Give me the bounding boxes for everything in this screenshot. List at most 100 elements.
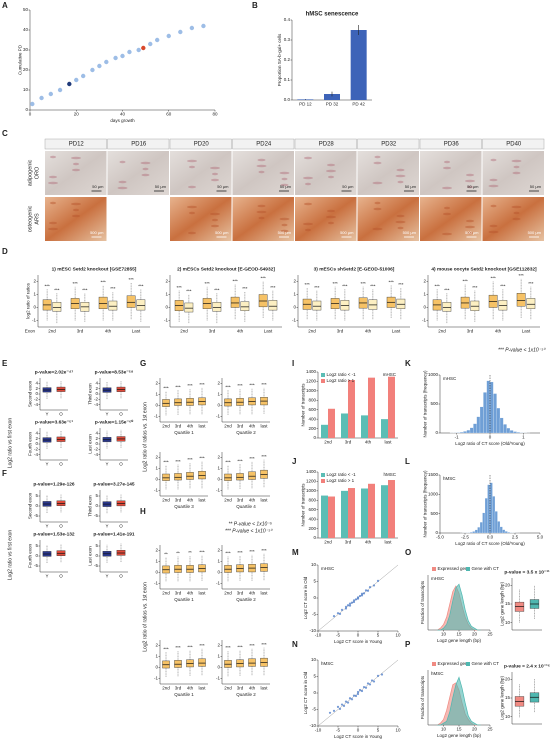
cell-stain bbox=[279, 171, 290, 175]
cell-stain bbox=[187, 159, 197, 163]
y-tick-label: -1 bbox=[154, 414, 158, 419]
x-category-label: 2nd bbox=[224, 591, 232, 596]
cell-stain bbox=[258, 216, 265, 220]
y-tick-label: -4 bbox=[94, 402, 98, 407]
x-tick-label: 40 bbox=[120, 112, 126, 117]
significance: *** bbox=[388, 280, 394, 285]
x-tick-label: -10 bbox=[315, 728, 322, 733]
cell-stain bbox=[372, 181, 383, 185]
y-tick-label: 4 bbox=[95, 381, 98, 386]
legend-label: Log2 ratio > 1 bbox=[327, 478, 355, 483]
chart-title: p-value=1.29e-126 bbox=[33, 481, 75, 487]
bar bbox=[348, 380, 355, 438]
point bbox=[120, 53, 125, 59]
significance: *** bbox=[249, 456, 255, 461]
significance: *** bbox=[199, 456, 205, 461]
cell-stain bbox=[189, 165, 195, 169]
y-tick-label: 1000 bbox=[306, 388, 317, 393]
y-tick-label: 0 bbox=[35, 441, 38, 446]
point bbox=[136, 47, 141, 53]
x-category-label: 4th bbox=[187, 591, 194, 596]
bar bbox=[381, 485, 388, 538]
cell-stain bbox=[304, 202, 312, 206]
significance: *** bbox=[110, 286, 116, 291]
point bbox=[127, 49, 132, 55]
x-tick-label: 0 bbox=[357, 728, 360, 733]
significance: *** bbox=[500, 283, 506, 288]
y-tick-label: 0.4 bbox=[284, 17, 291, 22]
y-tick-label: -10 bbox=[309, 628, 316, 633]
point bbox=[372, 584, 376, 587]
y-tick-label: 2 bbox=[95, 386, 98, 391]
x-tick-label: 5.0 bbox=[537, 535, 544, 540]
hist-bar bbox=[494, 511, 498, 534]
significance: *** bbox=[370, 283, 376, 288]
chart-title: hMSC bbox=[443, 476, 456, 481]
point bbox=[368, 586, 372, 589]
point bbox=[344, 605, 348, 609]
significance: *** bbox=[82, 287, 88, 292]
x-category-label: 3rd bbox=[237, 591, 244, 596]
y-tick-label: -4 bbox=[94, 452, 98, 457]
y-tick-label: 0 bbox=[217, 477, 220, 482]
significance: *** bbox=[490, 276, 496, 281]
y-tick-label: 30 bbox=[23, 47, 29, 52]
x-category-label: 4th bbox=[237, 329, 244, 334]
point bbox=[348, 602, 352, 605]
micrograph bbox=[45, 151, 107, 195]
box bbox=[248, 658, 256, 667]
column-header: PD24 bbox=[256, 142, 272, 148]
axis bbox=[159, 545, 208, 590]
row-label: adipogenic bbox=[27, 159, 33, 186]
x-category-label: 4th bbox=[365, 540, 372, 545]
x-category-label: Y bbox=[45, 462, 48, 467]
y-tick-label: 0 bbox=[313, 690, 316, 695]
hist-bar bbox=[473, 423, 477, 434]
y-tick-label: 0 bbox=[95, 553, 98, 558]
scale-bar-label: 500 μm bbox=[340, 230, 354, 235]
y-tick-label: -4 bbox=[34, 402, 38, 407]
panel-label: H bbox=[140, 507, 146, 516]
y-tick-label: -5 bbox=[312, 612, 316, 617]
y-axis-label: Last exon bbox=[87, 434, 92, 454]
box bbox=[240, 301, 250, 311]
y-tick-label: -2 bbox=[34, 397, 38, 402]
cell-stain bbox=[442, 186, 452, 190]
point bbox=[362, 685, 366, 689]
column-header: PD32 bbox=[381, 142, 397, 148]
x-category-label: 2nd bbox=[48, 329, 56, 334]
cell-stain bbox=[117, 186, 128, 190]
x-category-label: 4th bbox=[365, 329, 372, 334]
x-tick-label: 2.5 bbox=[512, 535, 519, 540]
x-tick-label: 0 bbox=[29, 112, 32, 117]
hist-bar bbox=[477, 527, 481, 534]
axis bbox=[99, 490, 128, 523]
column-header-box bbox=[294, 138, 357, 150]
y-tick-label: 10 bbox=[505, 714, 511, 719]
x-axis-label: Quartile 4 bbox=[236, 504, 256, 509]
chart-title: p-value=1.41e-191 bbox=[93, 531, 135, 537]
cell-stain bbox=[210, 212, 220, 216]
bar bbox=[350, 30, 367, 100]
chart-title: hMSC bbox=[431, 671, 444, 676]
bar bbox=[321, 495, 328, 538]
cell-stain bbox=[374, 201, 381, 205]
cell-stain bbox=[210, 166, 220, 170]
point bbox=[352, 599, 356, 602]
cell-stain bbox=[513, 165, 520, 169]
x-category-label: 3rd bbox=[175, 591, 182, 596]
hist-bar bbox=[469, 427, 474, 434]
chart-title: p-value = 3.5 x 10⁻¹¹ bbox=[504, 569, 550, 575]
y-tick-label: 0 bbox=[95, 391, 98, 396]
x-category-label: last bbox=[198, 498, 206, 503]
panel-label: J bbox=[292, 457, 296, 466]
x-category-label: 4th bbox=[105, 329, 112, 334]
significance: *** bbox=[175, 645, 181, 650]
point bbox=[356, 690, 360, 694]
point bbox=[368, 683, 372, 686]
chart-title: hMSC bbox=[321, 661, 334, 666]
cell-stain bbox=[73, 208, 79, 212]
significance: *** bbox=[249, 383, 255, 388]
chart-title: hMSC senescence bbox=[306, 12, 359, 18]
legend-swatch bbox=[321, 379, 325, 383]
